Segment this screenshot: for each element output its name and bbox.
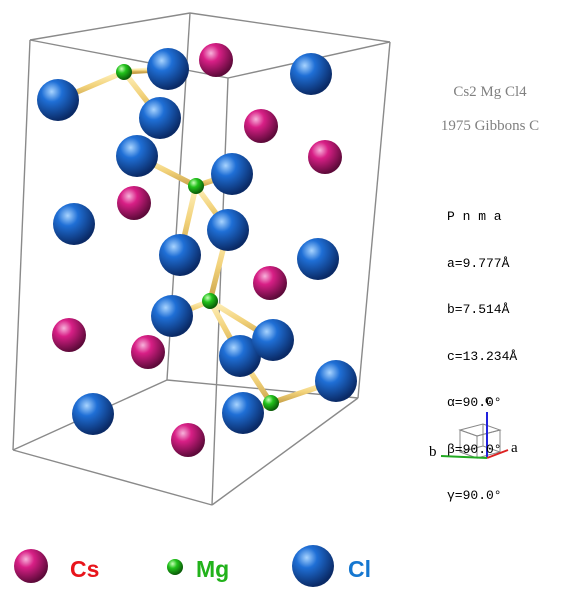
- cl-atom: [252, 319, 294, 361]
- cell-a: a=9.777Å: [447, 255, 510, 271]
- legend-cl-swatch: [292, 545, 334, 587]
- cl-atom: [37, 79, 79, 121]
- legend-mg-swatch: [167, 559, 183, 575]
- cs-atom: [52, 318, 86, 352]
- cell-parameters: P n m a a=9.777Å b=7.514Å c=13.234Å α=90…: [447, 178, 517, 519]
- cs-atom: [244, 109, 278, 143]
- cl-atom: [297, 238, 339, 280]
- cs-atom: [199, 43, 233, 77]
- cell-edge: [29, 39, 229, 79]
- axis-b-label: b: [429, 444, 437, 460]
- cell-c: c=13.234Å: [447, 348, 518, 364]
- cl-atoms: [37, 48, 357, 435]
- cs-atom: [308, 140, 342, 174]
- cl-atom: [72, 393, 114, 435]
- cell-edge: [357, 41, 391, 399]
- cl-atom: [290, 53, 332, 95]
- legend-cs-swatch: [14, 549, 48, 583]
- cl-atom: [139, 97, 181, 139]
- legend-cs-label: Cs: [70, 556, 100, 582]
- cs-atom: [171, 423, 205, 457]
- space-group: P n m a: [447, 209, 502, 224]
- cl-atom: [211, 153, 253, 195]
- cl-atom: [151, 295, 193, 337]
- cell-edge: [189, 12, 391, 43]
- axis-a-line: [486, 449, 509, 459]
- cl-atom: [219, 335, 261, 377]
- mg-atom: [188, 178, 204, 194]
- axis-a-label: a: [511, 440, 518, 456]
- cell-b: b=7.514Å: [447, 302, 510, 317]
- axis-c-label: c: [485, 392, 492, 408]
- cell-beta: β=90.0°: [447, 441, 502, 457]
- cl-atom: [159, 234, 201, 276]
- axis-b-line: [440, 455, 488, 459]
- legend-mg-label: Mg: [196, 556, 230, 582]
- cell-gamma: γ=90.0°: [447, 488, 502, 503]
- reference-text: 1975 Gibbons C: [440, 118, 540, 134]
- mg-atom: [116, 64, 132, 80]
- cell-edge: [12, 449, 213, 506]
- cell-edge: [211, 397, 359, 506]
- cl-atom: [147, 48, 189, 90]
- axes-orientation-glyph[interactable]: [440, 412, 509, 459]
- cell-edge: [211, 77, 229, 506]
- cs-atom: [253, 266, 287, 300]
- mg-atom: [263, 395, 279, 411]
- cell-alpha: α=90.0°: [447, 395, 502, 410]
- bonds: [55, 66, 339, 416]
- cell-edge: [12, 39, 31, 451]
- legend-cl-label: Cl: [348, 556, 371, 582]
- formula-text: Cs2 Mg Cl4: [453, 84, 527, 100]
- cs-atoms: [52, 43, 342, 457]
- cell-edge: [29, 12, 191, 41]
- mg-atom: [202, 293, 218, 309]
- mg-atoms: [116, 64, 279, 411]
- cl-atom: [315, 360, 357, 402]
- cs-atom: [131, 335, 165, 369]
- cs-atom: [117, 186, 151, 220]
- cl-atom: [53, 203, 95, 245]
- cl-atom: [207, 209, 249, 251]
- cl-atom: [116, 135, 158, 177]
- cl-atom: [222, 392, 264, 434]
- legend-swatches: [14, 545, 334, 587]
